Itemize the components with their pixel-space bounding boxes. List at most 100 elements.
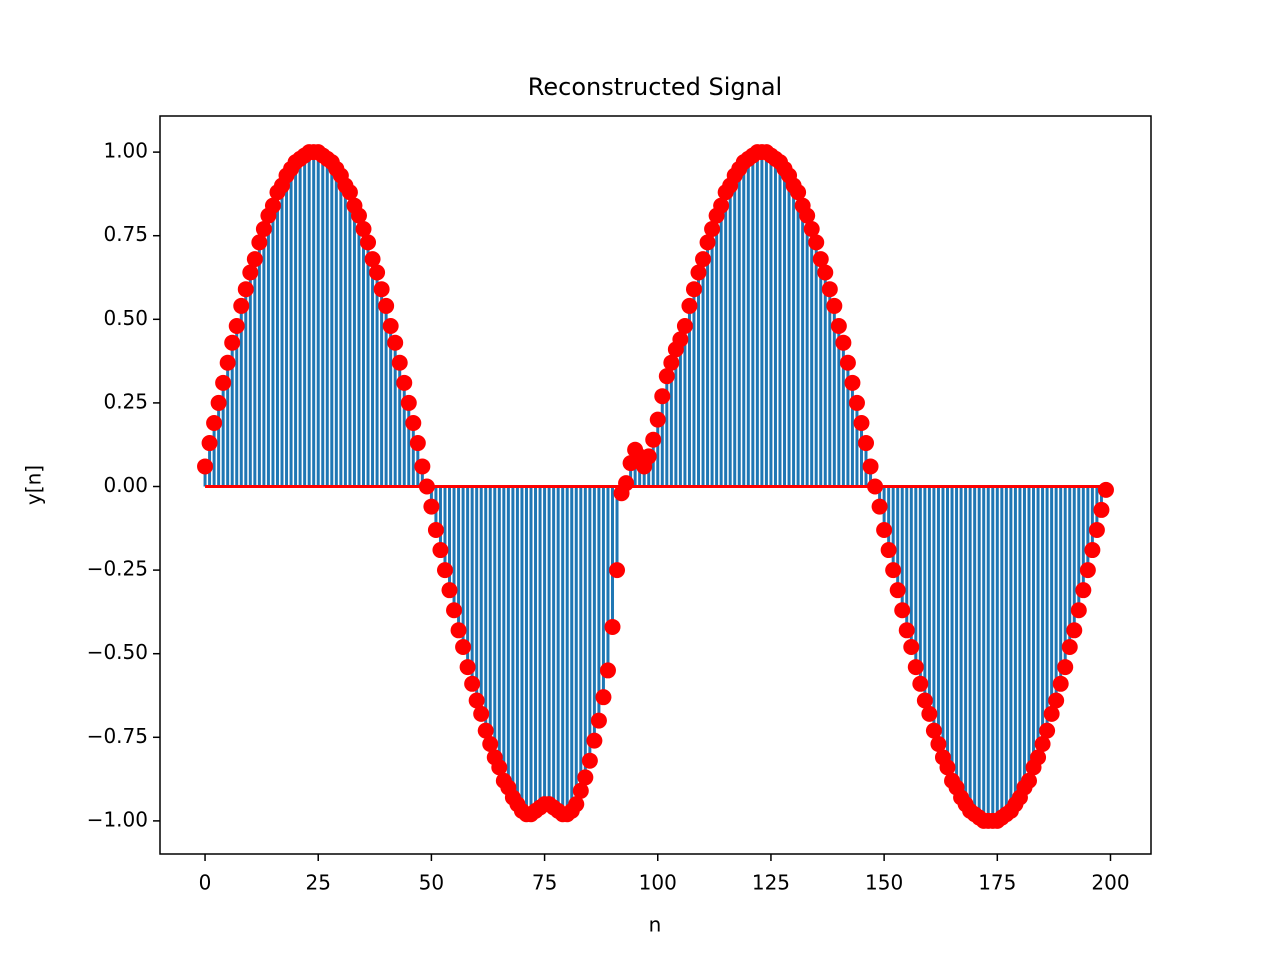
marker (808, 234, 825, 251)
marker (1088, 521, 1105, 538)
y-tick-label: 0.00 (103, 473, 148, 497)
marker (790, 184, 807, 201)
y-tick-label: −1.00 (87, 807, 148, 831)
marker (876, 521, 893, 538)
marker (427, 521, 444, 538)
marker (853, 414, 870, 431)
y-tick-label: 0.75 (103, 222, 148, 246)
marker (590, 712, 607, 729)
marker (418, 478, 435, 495)
marker (663, 354, 680, 371)
marker (921, 705, 938, 722)
marker (939, 759, 956, 776)
marker (1097, 481, 1114, 498)
marker (477, 722, 494, 739)
marker (255, 221, 272, 238)
marker (581, 752, 598, 769)
marker (618, 475, 635, 492)
marker (894, 602, 911, 619)
marker (482, 735, 499, 752)
marker (609, 562, 626, 579)
marker (898, 622, 915, 639)
marker (246, 251, 263, 268)
marker (436, 562, 453, 579)
marker (360, 234, 377, 251)
marker (685, 281, 702, 298)
marker (830, 317, 847, 334)
x-tick-label: 25 (305, 871, 330, 895)
marker (459, 659, 476, 676)
marker (577, 769, 594, 786)
marker (382, 317, 399, 334)
marker (568, 796, 585, 813)
marker (889, 582, 906, 599)
marker (396, 374, 413, 391)
marker (676, 317, 693, 334)
marker (228, 317, 245, 334)
x-tick-label: 75 (532, 871, 557, 895)
marker (867, 478, 884, 495)
x-tick-label: 175 (978, 871, 1016, 895)
marker (690, 264, 707, 281)
marker (251, 234, 268, 251)
marker (907, 659, 924, 676)
marker (681, 297, 698, 314)
marker (446, 602, 463, 619)
marker (826, 297, 843, 314)
marker (871, 498, 888, 515)
marker (391, 354, 408, 371)
marker (1066, 622, 1083, 639)
marker (1048, 692, 1065, 709)
marker (369, 264, 386, 281)
axes-frame (159, 115, 1152, 855)
marker (1061, 639, 1078, 656)
marker (844, 374, 861, 391)
x-tick-label: 200 (1091, 871, 1129, 895)
marker (373, 281, 390, 298)
marker (491, 759, 508, 776)
marker (355, 221, 372, 238)
marker (654, 388, 671, 405)
marker (930, 735, 947, 752)
y-tick-label: −0.25 (87, 557, 148, 581)
marker (233, 297, 250, 314)
marker (839, 354, 856, 371)
marker (640, 448, 657, 465)
marker (903, 639, 920, 656)
x-tick-label: 125 (752, 871, 790, 895)
marker (599, 662, 616, 679)
marker (206, 414, 223, 431)
y-tick-label: −0.75 (87, 724, 148, 748)
marker (455, 639, 472, 656)
marker (649, 411, 666, 428)
marker (423, 498, 440, 515)
marker (432, 542, 449, 559)
marker (848, 394, 865, 411)
chart-title: Reconstructed Signal (528, 73, 782, 101)
marker (812, 251, 829, 268)
marker (803, 221, 820, 238)
marker (405, 414, 422, 431)
marker (341, 184, 358, 201)
marker (817, 264, 834, 281)
marker (885, 562, 902, 579)
marker (672, 331, 689, 348)
marker (799, 207, 816, 224)
marker (197, 458, 214, 475)
marker (1034, 735, 1051, 752)
x-tick-label: 50 (419, 871, 444, 895)
marker (219, 354, 236, 371)
marker (572, 782, 589, 799)
marker (224, 334, 241, 351)
y-tick-label: 1.00 (103, 139, 148, 163)
marker (1075, 582, 1092, 599)
marker (1020, 772, 1037, 789)
x-tick-label: 0 (199, 871, 212, 895)
marker (858, 435, 875, 452)
marker (364, 251, 381, 268)
marker (699, 234, 716, 251)
marker (468, 692, 485, 709)
y-tick-label: 0.50 (103, 306, 148, 330)
